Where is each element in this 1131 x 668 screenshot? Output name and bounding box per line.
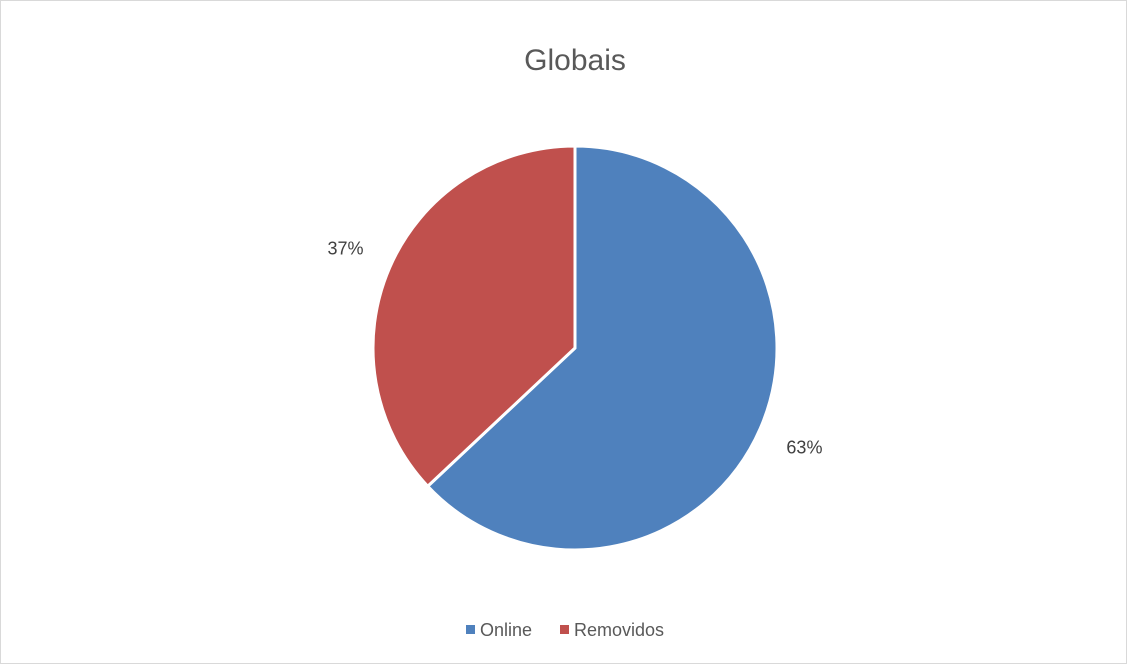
pie-slice-removidos — [371, 144, 577, 488]
data-labels: 63% 37% — [328, 239, 823, 458]
legend-label-online: Online — [480, 620, 532, 640]
legend: Online Removidos — [466, 620, 664, 640]
data-label-removidos: 37% — [328, 239, 364, 259]
pie-slice-online — [426, 144, 779, 552]
data-label-online: 63% — [786, 437, 822, 457]
chart-title: Globais — [524, 44, 626, 77]
pie-slices — [371, 144, 779, 552]
legend-label-removidos: Removidos — [574, 620, 664, 640]
legend-swatch-online — [466, 625, 475, 634]
legend-swatch-removidos — [560, 625, 569, 634]
